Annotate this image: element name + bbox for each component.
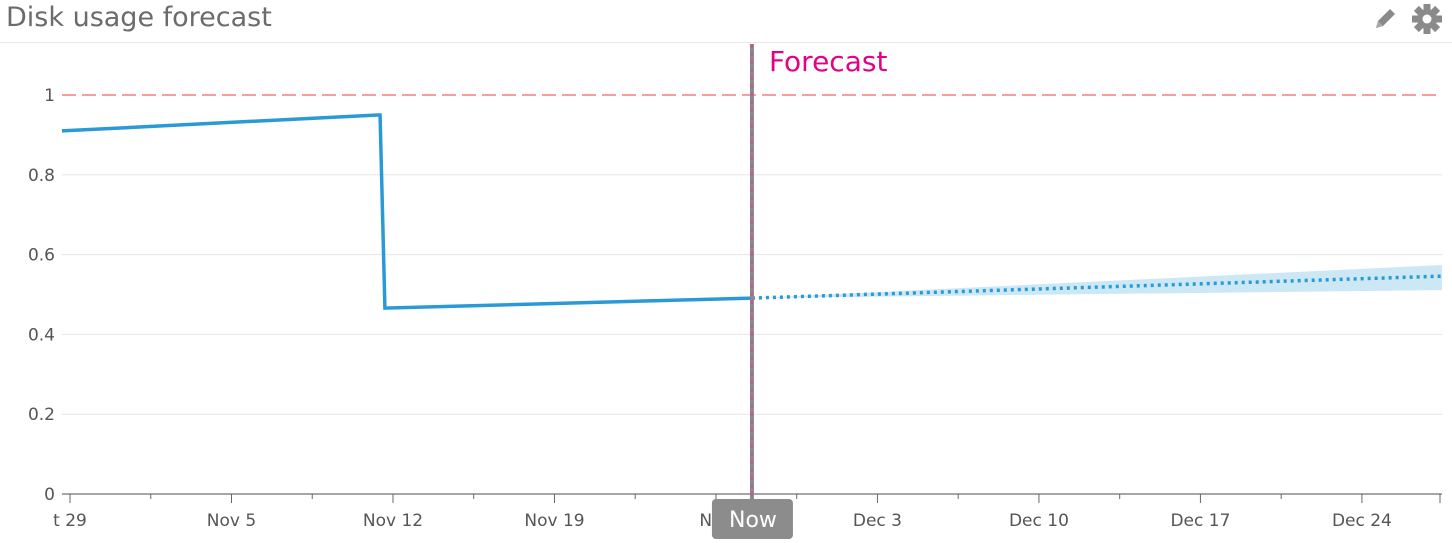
y-tick-label: 0.6 xyxy=(28,246,55,266)
y-tick-label: 1 xyxy=(44,86,55,106)
y-tick-label: 0 xyxy=(44,485,55,505)
x-tick-label: Dec 24 xyxy=(1332,511,1392,531)
gear-icon[interactable] xyxy=(1410,3,1444,35)
x-tick-label: Dec 3 xyxy=(853,511,902,531)
y-tick-label: 0.4 xyxy=(28,325,55,345)
widget-title: Disk usage forecast xyxy=(6,2,272,33)
now-badge xyxy=(711,499,793,539)
x-tick-label: Nov 5 xyxy=(207,511,256,531)
x-tick-label: Nov 12 xyxy=(363,511,423,531)
x-tick-label: t 29 xyxy=(53,511,87,531)
x-tick-label: Dec 17 xyxy=(1170,511,1230,531)
y-tick-label: 0.8 xyxy=(28,166,55,186)
x-tick-label: Dec 10 xyxy=(1009,511,1069,531)
now-label: Now xyxy=(729,508,777,533)
header-divider xyxy=(0,42,1452,43)
forecast-series-line xyxy=(751,274,1443,300)
pencil-icon[interactable] xyxy=(1370,4,1398,34)
y-tick-label: 0.2 xyxy=(28,405,55,425)
x-tick-label: Nov 19 xyxy=(524,511,584,531)
forecast-confidence-band xyxy=(751,264,1442,299)
forecast-annotation: Forecast xyxy=(769,45,888,78)
actual-series-line xyxy=(61,113,752,310)
